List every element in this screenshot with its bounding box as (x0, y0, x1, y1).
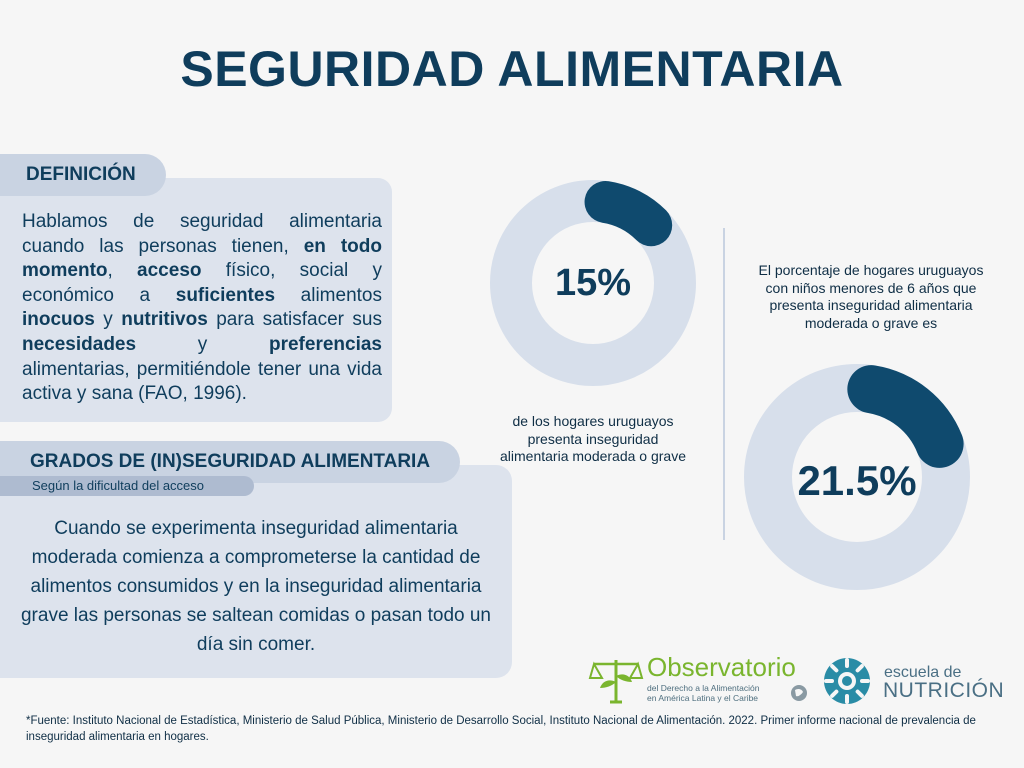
definition-run: y (94, 309, 122, 331)
definition-label: DEFINICIÓN (0, 154, 166, 196)
donut-chart-households (488, 178, 698, 388)
observatorio-sub-line2: en América Latina y el Caribe (647, 693, 759, 703)
stat-value-children: 21.5% (797, 457, 917, 504)
definition-run: , (107, 260, 138, 282)
definition-keyword: inocuos (22, 309, 95, 331)
definition-keyword: preferencias (268, 333, 382, 355)
definition-panel (0, 178, 392, 422)
stat-caption-households: de los hogares uruguayos presenta insegu… (500, 413, 686, 464)
globe-icon (791, 685, 807, 701)
observatorio-title: Observatorio (647, 652, 796, 682)
stat-value-households: 15% (554, 262, 632, 304)
donut-value-arc (490, 180, 696, 386)
nutricion-label: NUTRICIÓN (883, 679, 1005, 702)
definition-keyword: suficientes (175, 284, 276, 306)
donut-svg (744, 364, 970, 590)
definition-run: físico, social y económico a (22, 260, 382, 306)
definition-run: y (136, 333, 269, 355)
definition-run: para satisfacer sus (207, 309, 382, 331)
grades-text: Cuando se experimenta inseguridad alimen… (20, 518, 492, 655)
definition-keyword: acceso (137, 260, 202, 282)
grades-sublabel: Según la dificultad del acceso (0, 476, 254, 496)
escuela-nutricion-logo-icon (824, 658, 870, 704)
divider (723, 228, 725, 540)
donut-svg (490, 180, 696, 386)
donut-chart-children (742, 362, 972, 592)
observatorio-logo-icon (588, 660, 644, 704)
definition-keyword: en todo momento (22, 235, 382, 282)
observatorio-sub-line1: del Derecho a la Alimentación (647, 683, 760, 693)
definition-run: alimentarias, permitiéndole tener una vi… (22, 358, 382, 405)
donut-value-arc (744, 364, 970, 590)
observatorio-subtitle: del Derecho a la Alimentación en América… (647, 683, 759, 703)
definition-run: alimentos (275, 284, 382, 306)
grades-panel (0, 465, 512, 678)
source-footnote: *Fuente: Instituto Nacional de Estadísti… (26, 715, 976, 743)
definition-run: Hablamos de seguridad alimentaria cuando… (22, 211, 382, 257)
stat-caption-children: El porcentaje de hogares uruguayos con n… (758, 262, 984, 331)
definition-text: Hablamos de seguridad alimentaria cuando… (22, 210, 382, 407)
definition-keyword: nutritivos (121, 309, 208, 331)
definition-keyword: necesidades (22, 333, 137, 355)
escuela-label: escuela de (884, 664, 962, 681)
page-title: SEGURIDAD ALIMENTARIA (180, 41, 844, 97)
